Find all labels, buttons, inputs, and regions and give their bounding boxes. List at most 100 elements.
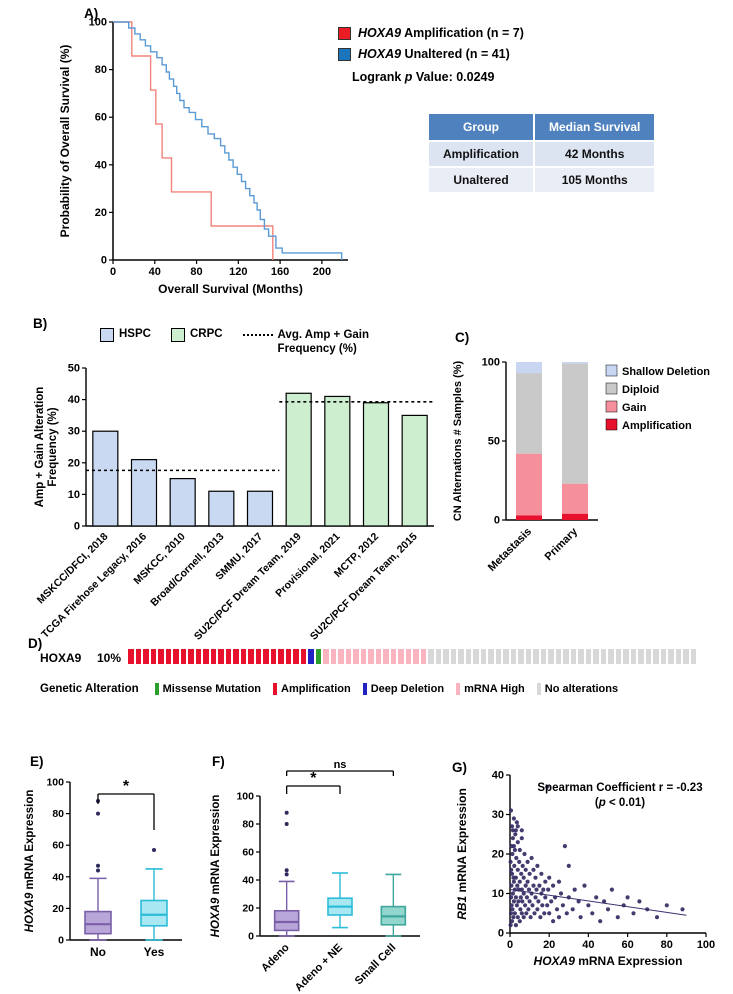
- scatter-point: [515, 867, 520, 872]
- scatter-point: [525, 879, 530, 884]
- box: [84, 910, 112, 935]
- outlier-dot: [96, 811, 100, 816]
- legend-item-average: Avg. Amp + Gain Frequency (%): [242, 328, 370, 357]
- oncoprint-cell-no-alterations: [465, 649, 471, 664]
- scatter-point: [524, 911, 529, 916]
- legend-item: mRNA High: [456, 683, 525, 695]
- oncoprint-cell-mrna-high: [360, 649, 366, 664]
- scatter-point: [509, 824, 515, 829]
- legend-item: Deep Deletion: [362, 683, 444, 695]
- y-tick-label: 60: [52, 840, 64, 852]
- logrank-text: Logrank p Value: 0.0249: [352, 70, 524, 84]
- scatter-point: [609, 887, 614, 892]
- scatter-point: [529, 855, 534, 861]
- axis-label: RB1 mRNA Expression: [455, 788, 469, 920]
- sig-label: *: [123, 778, 130, 795]
- scatter-point: [508, 859, 513, 864]
- avg-label-line1: Avg. Amp + Gain: [277, 329, 370, 341]
- x-tick-label: 0: [507, 939, 513, 951]
- y-tick-label: 20: [95, 207, 107, 219]
- freq-bar: [285, 392, 312, 527]
- scatter-point: [510, 851, 515, 857]
- oncoprint-cell-amplification: [173, 649, 179, 664]
- legend-item-crpc: CRPC: [170, 328, 223, 342]
- category-label: No: [90, 945, 106, 959]
- oncoprint-cell-no-alterations: [623, 649, 629, 664]
- scatter-point: [556, 915, 562, 920]
- outlier-dot: [152, 847, 156, 852]
- trend-line: [509, 889, 687, 916]
- oncoprint-cell-no-alterations: [555, 649, 561, 664]
- category-label: Metastasis: [486, 526, 534, 574]
- scatter-point: [514, 903, 519, 908]
- scatter-point: [526, 907, 531, 912]
- scatter-point: [542, 911, 547, 916]
- outlier-dot: [284, 822, 289, 826]
- legend-swatch: [605, 400, 618, 413]
- scatter-point: [522, 851, 527, 857]
- oncoprint-cell-no-alterations: [525, 649, 531, 664]
- hspc-swatch: [100, 328, 114, 342]
- cell-group: Amplification: [426, 140, 536, 168]
- scatter-point: [527, 871, 532, 876]
- oncoprint-cell-no-alterations: [615, 649, 621, 664]
- category-label: Primary: [543, 525, 581, 563]
- x-tick-label: 20: [543, 939, 555, 951]
- scatter-point: [654, 915, 660, 920]
- scatter-point: [547, 911, 552, 916]
- legend-item-amplification: HOXA9 Amplification (n = 7): [338, 26, 524, 40]
- legend-swatch: [273, 683, 278, 695]
- legend-label: mRNA High: [464, 683, 525, 695]
- legend-swatch: [362, 683, 367, 695]
- oncoprint-cell-deep-deletion: [308, 649, 314, 664]
- scatter-point: [521, 891, 526, 896]
- y-tick-label: 40: [242, 875, 254, 887]
- x-axis-title: Overall Survival (Months): [158, 282, 303, 296]
- rb1-hoxa9-scatter: 0 10 20 30 40 0 20 40 60 80 100 Spearman Coefficien…: [455, 770, 715, 969]
- scatter-point: [572, 887, 577, 892]
- scatter-point: [517, 847, 522, 853]
- cn-segment: [516, 515, 542, 520]
- y-tick-label: 0: [58, 935, 64, 947]
- scatter-point: [512, 911, 517, 916]
- scatter-point: [511, 879, 516, 884]
- oncoprint-cell-missense-mutation: [315, 649, 321, 664]
- scatter-point: [510, 828, 515, 833]
- table-row: Amplification 42 Months: [426, 140, 657, 168]
- oncoprint-cell-amplification: [143, 649, 149, 664]
- scatter-point: [564, 911, 569, 916]
- freq-bar: [208, 490, 235, 527]
- logrank-post: Value: 0.0249: [412, 70, 495, 84]
- oncoprint-cell-no-alterations: [458, 649, 464, 664]
- scatter-point: [664, 903, 669, 908]
- scatter-point: [511, 816, 516, 821]
- freq-bar: [362, 402, 390, 527]
- oncoprint-cell-amplification: [240, 649, 246, 664]
- scatter-point: [590, 911, 595, 916]
- scatter-point: [515, 824, 520, 829]
- scatter-point: [546, 887, 551, 892]
- logrank-pre: Logrank: [352, 70, 405, 84]
- legend-swatch: [605, 364, 618, 377]
- oncoprint-cell-amplification: [270, 649, 276, 664]
- scatter-point: [543, 895, 548, 900]
- x-tick-label: 60: [621, 939, 633, 951]
- table-header-group: Group: [426, 112, 536, 142]
- scatter-point: [517, 919, 522, 924]
- x-tick-label: 0: [110, 266, 116, 278]
- scatter-point: [540, 903, 545, 908]
- y-tick-label: 100: [482, 357, 500, 369]
- legend-label: Amplification (n = 7): [401, 26, 524, 40]
- y-tick-label: 0: [248, 931, 254, 943]
- unaltered-swatch: [338, 47, 351, 61]
- oncoprint-cell-no-alterations: [593, 649, 599, 664]
- scatter-point: [551, 919, 556, 924]
- y-tick-label: 40: [95, 159, 107, 171]
- annotation-r: Spearman Coefficient r = -0.23: [537, 782, 702, 794]
- legend-label: Amplification: [622, 420, 692, 432]
- scatter-point: [538, 915, 543, 920]
- y-tick-label: 20: [68, 457, 80, 469]
- scatter-point: [680, 907, 685, 912]
- scatter-point: [527, 899, 532, 904]
- freq-legend: HSPC CRPC Avg. Amp + Gain Frequency (%): [100, 328, 369, 357]
